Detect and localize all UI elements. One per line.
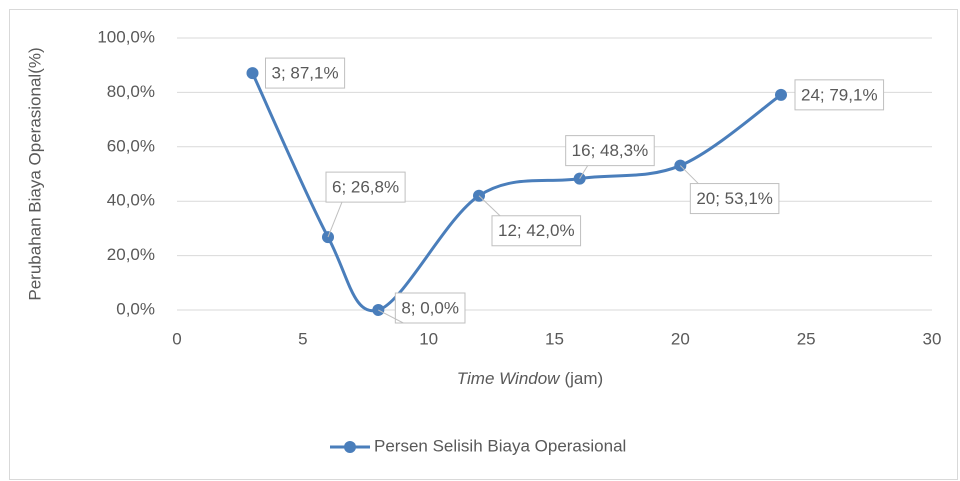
leader-line bbox=[579, 165, 589, 179]
data-label: 16; 48,3% bbox=[572, 141, 649, 160]
leader-line bbox=[478, 195, 501, 217]
data-point bbox=[775, 88, 787, 101]
y-tick-label: 20,0% bbox=[107, 245, 155, 264]
data-label: 6; 26,8% bbox=[332, 178, 399, 197]
data-label: 20; 53,1% bbox=[696, 189, 773, 208]
x-axis-title: Time Window (jam) bbox=[457, 369, 603, 388]
y-tick-label: 60,0% bbox=[107, 136, 155, 155]
data-label-box bbox=[565, 135, 655, 167]
x-axis-title-rest: (jam) bbox=[564, 369, 603, 388]
data-label-group: 6; 26,8% bbox=[325, 171, 406, 238]
x-tick-label: 10 bbox=[419, 329, 438, 348]
x-tick-label: 20 bbox=[671, 329, 690, 348]
data-label-box bbox=[794, 79, 885, 111]
y-tick-label: 100,0% bbox=[97, 27, 155, 46]
data-label-box bbox=[689, 183, 780, 215]
leader-line bbox=[378, 309, 404, 324]
legend-marker bbox=[344, 441, 356, 453]
data-label: 24; 79,1% bbox=[801, 85, 878, 104]
data-label: 8; 0,0% bbox=[401, 298, 459, 317]
data-label-box bbox=[325, 171, 406, 203]
data-point bbox=[246, 67, 259, 80]
legend-label: Persen Selisih Biaya Operasional bbox=[374, 436, 626, 455]
data-label-group: 12; 42,0% bbox=[478, 195, 582, 247]
leader-line bbox=[679, 165, 699, 184]
data-label: 3; 87,1% bbox=[272, 64, 339, 83]
data-label-box bbox=[394, 292, 466, 324]
x-tick-label: 30 bbox=[923, 329, 942, 348]
y-axis-title: Perubahan Biaya Operasional(%) bbox=[25, 47, 44, 300]
leader-line bbox=[327, 201, 343, 238]
y-tick-label: 80,0% bbox=[107, 82, 155, 101]
data-label-group: 3; 87,1% bbox=[265, 57, 346, 89]
data-label-group: 24; 79,1% bbox=[794, 79, 885, 111]
x-tick-label: 25 bbox=[797, 329, 816, 348]
data-label-box bbox=[491, 215, 582, 247]
y-tick-label: 40,0% bbox=[107, 191, 155, 210]
data-label-box bbox=[265, 57, 346, 89]
x-tick-label: 0 bbox=[172, 329, 181, 348]
y-tick-label: 0,0% bbox=[116, 299, 155, 318]
x-tick-label: 5 bbox=[298, 329, 307, 348]
x-axis-title-italic: Time Window bbox=[457, 369, 561, 388]
x-tick-label: 15 bbox=[545, 329, 564, 348]
data-label-group: 20; 53,1% bbox=[679, 165, 780, 215]
data-label: 12; 42,0% bbox=[498, 221, 575, 240]
data-label-group: 8; 0,0% bbox=[378, 292, 466, 324]
data-label-group: 16; 48,3% bbox=[565, 135, 655, 179]
